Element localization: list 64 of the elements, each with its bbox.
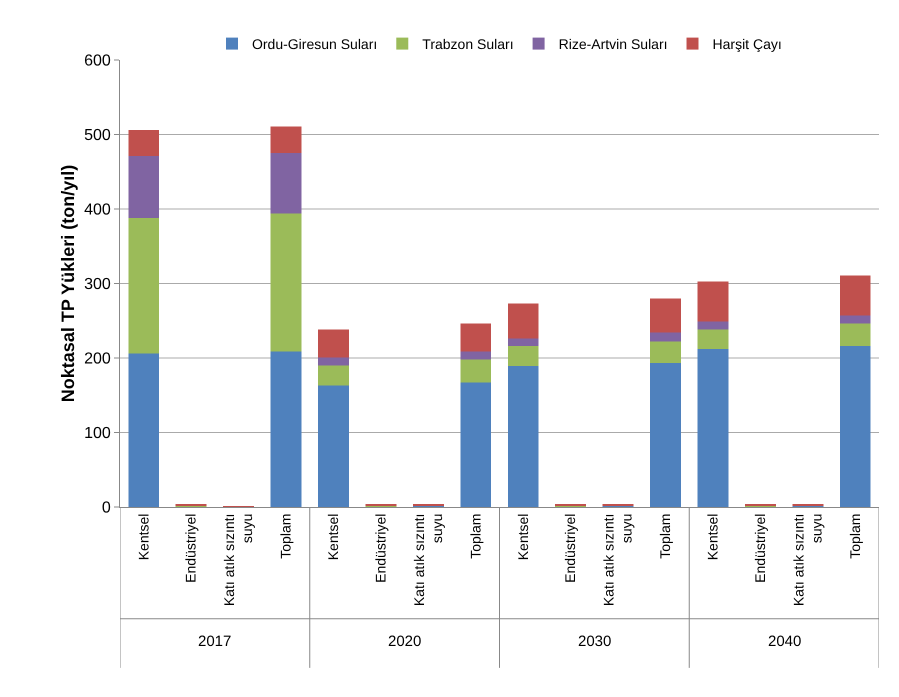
y-tick-label: 600 — [84, 52, 111, 70]
bar — [650, 332, 681, 342]
text: 2017 — [198, 633, 232, 650]
bar — [508, 346, 539, 366]
bar — [128, 156, 160, 218]
x-tick-label: Kentsel — [704, 514, 721, 560]
bar — [840, 346, 871, 507]
bar — [698, 349, 728, 507]
x-tick-label: Endüstriyel — [752, 514, 768, 583]
legend-label: Ordu-Giresun Suları — [252, 36, 378, 52]
bar — [318, 330, 349, 358]
bar — [840, 324, 871, 346]
bar — [270, 126, 302, 154]
x-tick-label: Katı atık sızıntı suyu — [410, 514, 445, 606]
bar — [698, 330, 728, 350]
bar — [650, 363, 681, 507]
legend-label: Trabzon Suları — [422, 36, 514, 52]
bar — [318, 357, 349, 366]
x-tick-label: Toplam — [467, 514, 484, 559]
bar — [698, 281, 728, 322]
y-tick-label: 0 — [102, 500, 111, 517]
legend-label: Harşit Çayı — [712, 36, 782, 52]
text: 2020 — [388, 633, 422, 650]
bar — [318, 365, 349, 386]
y-tick-label: 100 — [84, 425, 111, 442]
bar — [508, 366, 539, 507]
bar — [128, 130, 160, 156]
bar — [270, 213, 302, 352]
bar — [270, 351, 302, 507]
y-tick-label: 300 — [84, 276, 111, 294]
bar — [508, 304, 539, 339]
x-tick-label: Kentsel — [135, 514, 152, 560]
x-tick-label: Toplam — [657, 514, 674, 559]
bar — [650, 298, 681, 333]
x-tick-label: Endüstriyel — [182, 514, 199, 583]
text: 2040 — [768, 633, 802, 650]
x-tick-label: Katı atık sızıntı suyu — [600, 514, 635, 606]
y-axis-title: Noktasal TP Yükleri (ton/yıl) — [58, 164, 78, 402]
x-tick-label: Katı atık sızıntı suyu — [221, 514, 256, 606]
bar — [698, 322, 728, 330]
bar — [650, 342, 681, 364]
bar — [460, 324, 492, 352]
x-tick-label: Katı atık sızıntı suyu — [790, 514, 824, 606]
x-tick-label: Toplam — [846, 514, 863, 559]
bar — [840, 275, 871, 316]
legend-label: Rize-Artvin Suları — [558, 36, 668, 52]
y-tick-label: 200 — [84, 350, 111, 368]
bar — [460, 351, 492, 360]
x-tick-label: Endüstriyel — [562, 514, 578, 583]
y-tick-label: 500 — [84, 127, 111, 144]
x-tick-label: Endüstriyel — [372, 514, 388, 583]
x-tick-label: Kentsel — [514, 514, 531, 560]
x-tick-label: Toplam — [278, 514, 294, 559]
bar — [318, 386, 349, 507]
bar — [460, 382, 492, 507]
bar — [840, 316, 871, 324]
bar — [128, 354, 160, 507]
text: 2030 — [578, 633, 612, 650]
x-tick-label: Kentsel — [325, 514, 342, 560]
y-tick-label: 400 — [84, 202, 111, 219]
bar — [508, 338, 539, 346]
bar — [270, 153, 302, 214]
bar — [128, 218, 160, 354]
bar — [460, 359, 492, 383]
